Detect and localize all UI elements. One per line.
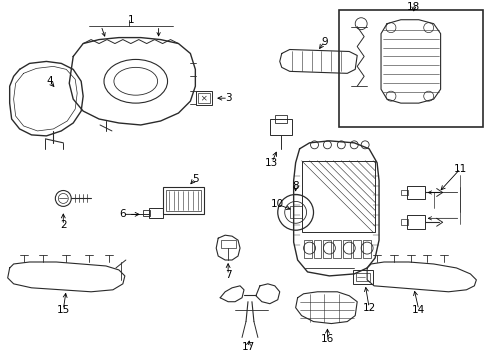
- Text: 16: 16: [321, 334, 334, 345]
- Text: 11: 11: [454, 164, 467, 174]
- Text: 10: 10: [271, 199, 284, 210]
- Text: 12: 12: [363, 303, 376, 313]
- Text: 1: 1: [127, 15, 134, 25]
- Text: 5: 5: [192, 174, 198, 184]
- Text: 13: 13: [265, 158, 278, 168]
- Text: 15: 15: [57, 305, 70, 315]
- Text: 3: 3: [225, 93, 231, 103]
- Text: 18: 18: [407, 2, 420, 12]
- Text: 9: 9: [321, 37, 328, 46]
- Text: 8: 8: [293, 180, 299, 190]
- Text: 17: 17: [242, 342, 255, 352]
- Text: 14: 14: [412, 305, 425, 315]
- Text: 4: 4: [46, 76, 53, 86]
- Text: 6: 6: [120, 209, 126, 219]
- Text: 2: 2: [60, 220, 67, 230]
- Text: 7: 7: [225, 270, 231, 280]
